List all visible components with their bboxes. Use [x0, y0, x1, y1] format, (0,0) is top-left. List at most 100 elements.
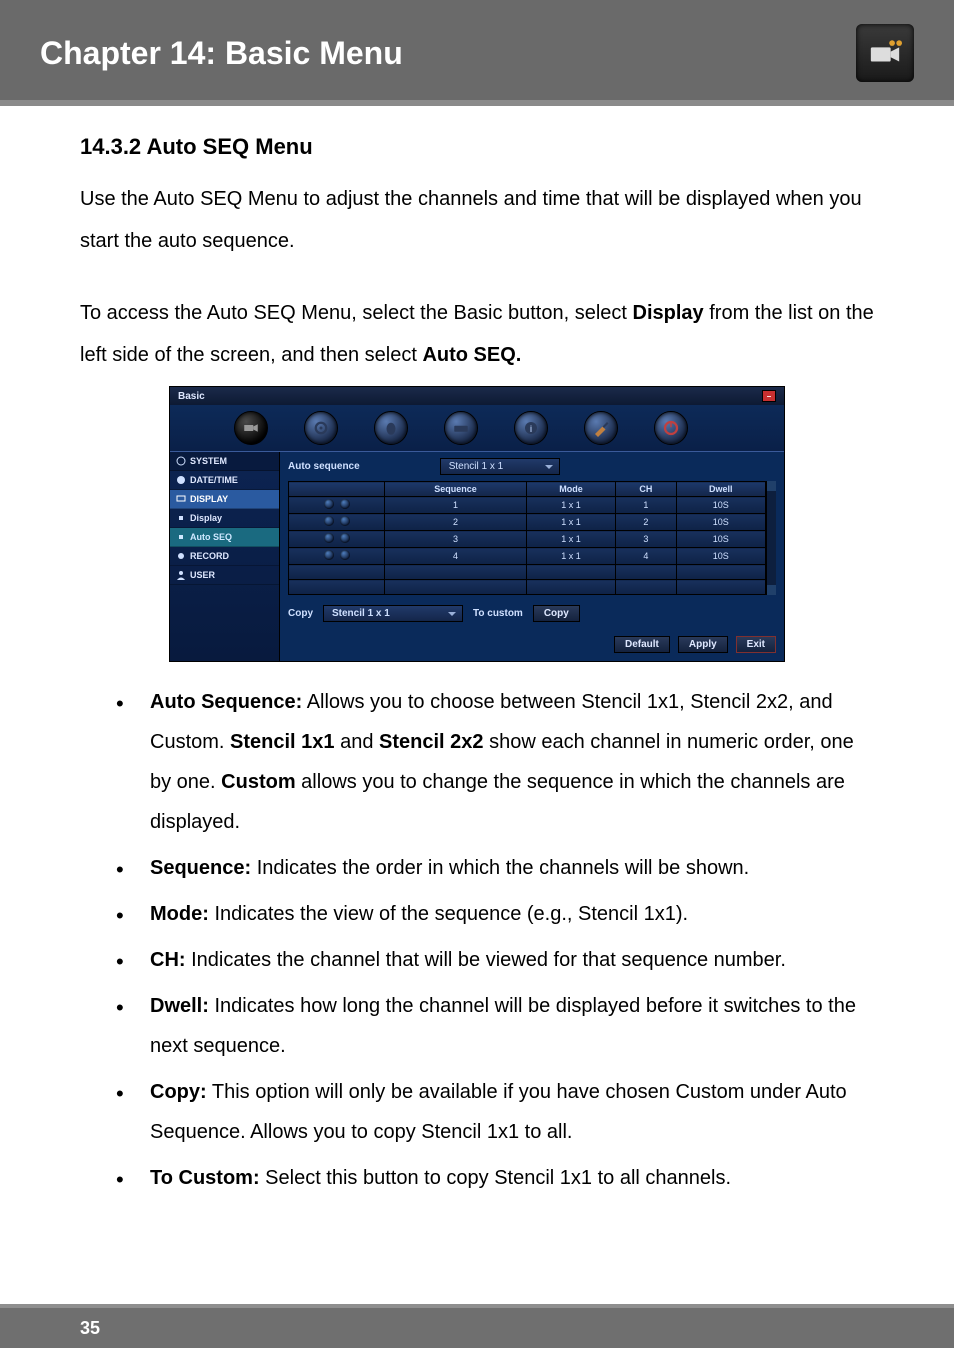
copy-button[interactable]: Copy	[533, 605, 580, 622]
definition-item: Dwell: Indicates how long the channel wi…	[150, 986, 874, 1066]
cell-sequence: 1	[385, 497, 527, 514]
row-arrows[interactable]	[289, 531, 385, 548]
definition-text: Indicates the channel that will be viewe…	[186, 949, 786, 971]
cell-ch: 2	[616, 514, 676, 531]
chapter-header: Chapter 14: Basic Menu	[0, 0, 954, 106]
user-icon	[176, 570, 186, 580]
scroll-down-icon[interactable]	[767, 585, 776, 595]
col-sequence: Sequence	[385, 482, 527, 497]
cell-ch: 3	[616, 531, 676, 548]
exit-button[interactable]: Exit	[736, 636, 776, 653]
definition-bold: Stencil 1x1	[230, 731, 335, 753]
definition-term: Copy:	[150, 1081, 207, 1103]
cell-sequence: 4	[385, 548, 527, 565]
dot-icon	[176, 513, 186, 523]
topic-info-icon[interactable]: i	[514, 411, 548, 445]
cell-sequence: 2	[385, 514, 527, 531]
table-row-empty	[289, 580, 766, 595]
arrow-up-icon[interactable]	[324, 533, 334, 543]
p2-bold-autoseq: Auto SEQ.	[422, 344, 521, 366]
arrow-up-icon[interactable]	[324, 499, 334, 509]
camera-icon	[868, 36, 902, 70]
definitions-list: Auto Sequence: Allows you to choose betw…	[80, 682, 874, 1198]
arrow-down-icon[interactable]	[340, 516, 350, 526]
table-row: 31 x 1310S	[289, 531, 766, 548]
copy-select[interactable]: Stencil 1 x 1	[323, 605, 463, 622]
topic-power-icon[interactable]	[654, 411, 688, 445]
arrow-down-icon[interactable]	[340, 550, 350, 560]
definition-text: Select this button to copy Stencil 1x1 t…	[260, 1167, 731, 1189]
table-scrollbar[interactable]	[766, 481, 776, 595]
topic-brush-icon[interactable]	[584, 411, 618, 445]
window-title: Basic	[178, 391, 205, 402]
p2-bold-display: Display	[633, 302, 704, 324]
cell-mode: 1 x 1	[526, 531, 615, 548]
close-icon[interactable]: –	[762, 390, 776, 402]
definition-item: Auto Sequence: Allows you to choose betw…	[150, 682, 874, 842]
section-heading: 14.3.2 Auto SEQ Menu	[80, 134, 874, 160]
sidebar-label: SYSTEM	[190, 456, 227, 466]
row-arrows[interactable]	[289, 514, 385, 531]
disc-icon	[176, 551, 186, 561]
window-titlebar: Basic –	[170, 387, 784, 405]
col-mode: Mode	[526, 482, 615, 497]
sequence-table: Sequence Mode CH Dwell 11 x 1110S21 x 12…	[288, 481, 766, 595]
cell-ch: 4	[616, 548, 676, 565]
default-button[interactable]: Default	[614, 636, 670, 653]
clock-icon	[176, 475, 186, 485]
sidebar-item-system[interactable]: SYSTEM	[170, 452, 279, 471]
scroll-track[interactable]	[767, 491, 776, 585]
intro-paragraph: Use the Auto SEQ Menu to adjust the chan…	[80, 178, 874, 262]
svg-text:i: i	[530, 424, 533, 434]
sidebar-item-record[interactable]: RECORD	[170, 547, 279, 566]
sidebar-label: Display	[190, 513, 222, 523]
table-row-empty	[289, 565, 766, 580]
to-custom-label: To custom	[473, 608, 523, 619]
definition-term: To Custom:	[150, 1167, 260, 1189]
sidebar-item-user[interactable]: USER	[170, 566, 279, 585]
auto-seq-screenshot: Basic – i SYSTEM DATE/TIME DISPLAY Displ…	[169, 386, 785, 662]
page-number: 35	[0, 1318, 100, 1339]
arrow-up-icon[interactable]	[324, 550, 334, 560]
topic-mouse-icon[interactable]	[374, 411, 408, 445]
cell-dwell: 10S	[676, 548, 765, 565]
definition-term: Mode:	[150, 903, 209, 925]
col-ch: CH	[616, 482, 676, 497]
table-row: 41 x 1410S	[289, 548, 766, 565]
sidebar-item-datetime[interactable]: DATE/TIME	[170, 471, 279, 490]
auto-sequence-label: Auto sequence	[288, 461, 360, 472]
definition-term: Sequence:	[150, 857, 251, 879]
arrow-up-icon[interactable]	[324, 516, 334, 526]
sidebar: SYSTEM DATE/TIME DISPLAY Display Auto SE…	[170, 452, 280, 661]
topic-camera-icon[interactable]	[234, 411, 268, 445]
camera-badge-icon	[856, 24, 914, 82]
definition-text: This option will only be available if yo…	[150, 1081, 847, 1143]
row-arrows[interactable]	[289, 548, 385, 565]
sidebar-item-display[interactable]: DISPLAY	[170, 490, 279, 509]
auto-sequence-select[interactable]: Stencil 1 x 1	[440, 458, 560, 475]
definition-item: Mode: Indicates the view of the sequence…	[150, 894, 874, 934]
definition-bold: Stencil 2x2	[379, 731, 484, 753]
definition-text: and	[335, 731, 379, 753]
cell-sequence: 3	[385, 531, 527, 548]
definition-bold: Custom	[221, 771, 295, 793]
topic-keyboard-icon[interactable]	[444, 411, 478, 445]
page-footer: 35	[0, 1304, 954, 1348]
row-arrows[interactable]	[289, 497, 385, 514]
sidebar-label: DATE/TIME	[190, 475, 238, 485]
sidebar-item-display-sub[interactable]: Display	[170, 509, 279, 528]
cell-mode: 1 x 1	[526, 514, 615, 531]
auto-sequence-value: Stencil 1 x 1	[449, 461, 503, 472]
col-arrows	[289, 482, 385, 497]
gear-icon	[176, 456, 186, 466]
arrow-down-icon[interactable]	[340, 499, 350, 509]
p2-part-a: To access the Auto SEQ Menu, select the …	[80, 302, 633, 324]
sidebar-item-autoseq[interactable]: Auto SEQ	[170, 528, 279, 547]
apply-button[interactable]: Apply	[678, 636, 728, 653]
col-dwell: Dwell	[676, 482, 765, 497]
scroll-up-icon[interactable]	[767, 481, 776, 491]
arrow-down-icon[interactable]	[340, 533, 350, 543]
topic-dial-icon[interactable]	[304, 411, 338, 445]
definition-text: Indicates the view of the sequence (e.g.…	[209, 903, 688, 925]
cell-dwell: 10S	[676, 497, 765, 514]
